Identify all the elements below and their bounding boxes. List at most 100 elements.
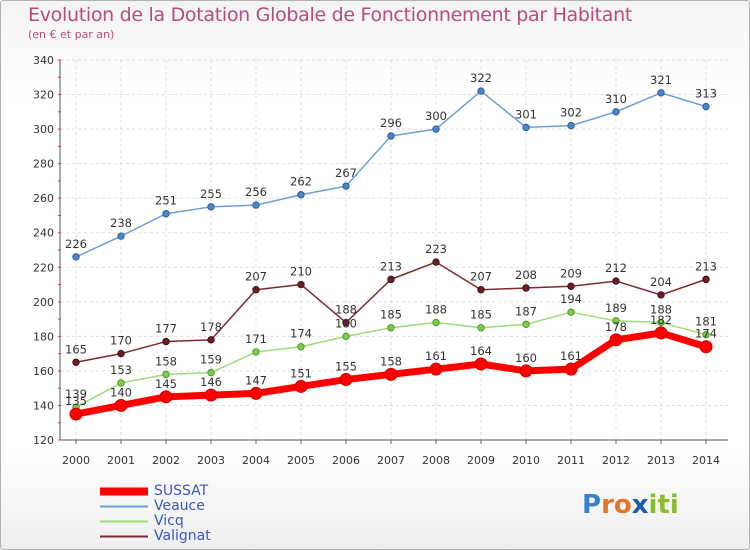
x-tick-label: 2001: [107, 454, 135, 467]
legend-label-veauce: Veauce: [154, 498, 205, 514]
data-point-sussat: [519, 364, 533, 378]
data-label-sussat: 145: [155, 377, 177, 391]
logo-letter: ti: [657, 490, 679, 520]
x-tick-label: 2014: [692, 454, 720, 467]
data-point-valignat: [432, 258, 440, 266]
data-point-veauce: [297, 191, 305, 199]
data-label-vicq: 158: [155, 354, 177, 368]
data-label-valignat: 170: [110, 334, 132, 348]
data-label-sussat: 178: [605, 320, 627, 334]
data-point-vicq: [117, 379, 125, 387]
data-label-veauce: 321: [650, 73, 672, 87]
data-label-sussat: 164: [470, 344, 492, 358]
logo-letter: o: [613, 490, 632, 520]
logo-letter: x: [631, 490, 649, 520]
data-label-sussat: 147: [245, 373, 267, 387]
legend-label-valignat: Valignat: [154, 528, 211, 544]
data-point-sussat: [204, 388, 218, 402]
x-tick-label: 2002: [152, 454, 180, 467]
data-point-sussat: [609, 333, 623, 347]
data-label-vicq: 194: [560, 292, 582, 306]
data-label-sussat: 155: [335, 360, 357, 374]
data-point-vicq: [522, 320, 530, 328]
data-label-sussat: 140: [110, 385, 132, 399]
data-point-sussat: [69, 407, 83, 421]
data-label-valignat: 178: [200, 320, 222, 334]
legend-label-sussat: SUSSAT: [154, 483, 209, 499]
data-point-veauce: [117, 232, 125, 240]
x-tick-label: 2004: [242, 454, 270, 467]
data-point-valignat: [657, 291, 665, 299]
data-label-veauce: 238: [110, 216, 132, 230]
data-point-sussat: [429, 362, 443, 376]
chart-title: Evolution de la Dotation Globale de Fonc…: [28, 4, 633, 26]
y-tick-label: 140: [33, 399, 54, 412]
data-label-veauce: 302: [560, 106, 582, 120]
data-point-sussat: [294, 379, 308, 393]
x-tick-label: 2008: [422, 454, 450, 467]
data-point-veauce: [342, 182, 350, 190]
y-tick-label: 220: [33, 261, 54, 274]
data-point-veauce: [567, 121, 575, 130]
data-label-sussat: 151: [290, 366, 312, 380]
data-point-vicq: [477, 324, 485, 332]
data-label-vicq: 180: [335, 316, 357, 330]
data-point-valignat: [342, 318, 350, 327]
data-label-veauce: 301: [515, 107, 537, 121]
data-label-sussat: 158: [380, 354, 402, 368]
data-label-vicq: 187: [515, 304, 537, 318]
data-point-valignat: [522, 284, 530, 292]
data-point-valignat: [477, 286, 485, 294]
data-label-vicq: 171: [245, 332, 267, 346]
data-point-veauce: [432, 125, 440, 133]
x-tick-label: 2011: [557, 454, 585, 467]
data-point-vicq: [432, 318, 440, 327]
data-point-vicq: [657, 318, 665, 327]
data-point-valignat: [252, 286, 260, 294]
data-point-vicq: [297, 343, 305, 351]
data-point-vicq: [162, 370, 170, 379]
y-tick-label: 180: [33, 330, 54, 343]
data-label-veauce: 255: [200, 187, 222, 201]
x-tick-label: 2006: [332, 454, 360, 467]
data-label-valignat: 207: [470, 270, 492, 284]
legend-item-sussat: SUSSAT: [98, 484, 211, 499]
data-label-veauce: 300: [425, 109, 447, 123]
data-label-valignat: 188: [335, 303, 357, 317]
data-label-valignat: 177: [155, 322, 177, 336]
x-tick-label: 2003: [197, 454, 225, 467]
data-point-sussat: [114, 398, 128, 412]
data-label-sussat: 135: [65, 394, 87, 408]
data-label-valignat: 209: [560, 266, 582, 280]
data-label-layer: 135 140 145 146 147 151 155 158 161 164 160 161 178 1…: [65, 71, 717, 408]
data-point-veauce: [252, 201, 260, 209]
data-point-valignat: [702, 275, 710, 284]
legend-label-vicq: Vicq: [154, 513, 184, 529]
data-label-valignat: 213: [380, 259, 402, 273]
data-point-veauce: [522, 123, 530, 132]
y-tick-label: 240: [33, 227, 54, 240]
data-point-valignat: [297, 280, 305, 289]
y-tick-label: 340: [33, 54, 54, 67]
data-label-vicq: 185: [470, 308, 492, 322]
data-point-veauce: [207, 203, 215, 211]
data-label-vicq: 188: [650, 303, 672, 317]
data-label-vicq: 159: [200, 353, 222, 367]
axis-layer: 120 140 160 180 200 220 240 260 280 300 320 340 2000…: [33, 54, 728, 467]
data-point-sussat: [699, 340, 713, 354]
data-label-veauce: 256: [245, 185, 267, 199]
data-label-vicq: 174: [290, 327, 312, 341]
data-point-veauce: [477, 87, 485, 95]
data-label-veauce: 313: [695, 87, 717, 101]
legend: SUSSAT Veauce Vicq Valignat: [98, 484, 211, 544]
logo-letter: P: [582, 490, 602, 520]
y-tick-label: 280: [33, 158, 54, 171]
x-tick-label: 2007: [377, 454, 405, 467]
data-point-valignat: [207, 336, 215, 344]
data-label-veauce: 226: [65, 237, 87, 251]
chart-subtitle: (en € et par an): [28, 28, 115, 41]
data-label-veauce: 296: [380, 116, 402, 130]
x-tick-label: 2009: [467, 454, 495, 467]
